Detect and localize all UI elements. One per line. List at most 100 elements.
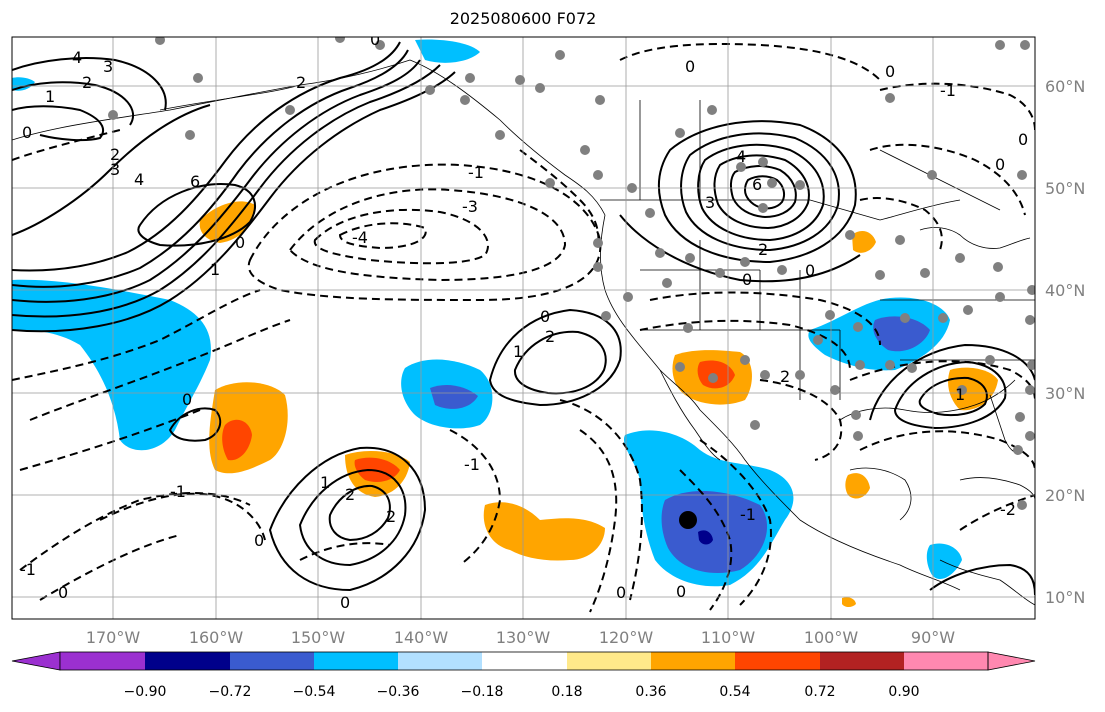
contour-neg-east-3 bbox=[759, 379, 843, 461]
lat-tick-label: 60°N bbox=[1045, 77, 1085, 96]
great-lakes bbox=[919, 227, 1031, 249]
contour-neg-center-3 bbox=[579, 429, 618, 613]
contour-label: 2 bbox=[110, 145, 120, 164]
contour-label: 2 bbox=[386, 507, 396, 526]
colorbar-swatch bbox=[145, 652, 230, 670]
contour-high-canada-3 bbox=[697, 143, 825, 242]
contour-label: 6 bbox=[752, 175, 762, 194]
contour-label: 0 bbox=[58, 583, 68, 602]
gulf-coast bbox=[839, 379, 1016, 421]
contour-small-high-west bbox=[168, 407, 222, 442]
contour-label: -1 bbox=[740, 505, 756, 524]
hudson-area bbox=[879, 149, 1001, 211]
colorbar-swatch bbox=[735, 652, 820, 670]
contour-label: 0 bbox=[182, 390, 192, 409]
colorbar-swatch bbox=[567, 652, 651, 670]
contour-label: 1 bbox=[955, 385, 965, 404]
contour-label: -2 bbox=[1000, 500, 1016, 519]
contour-label: 4 bbox=[736, 147, 746, 166]
contour-high-subtropical-2 bbox=[298, 468, 407, 567]
contour-ridge-5 bbox=[12, 41, 401, 272]
colorbar-label: −0.36 bbox=[377, 684, 420, 700]
colorbar-label: −0.18 bbox=[461, 684, 504, 700]
contour-high-canada-5 bbox=[729, 165, 797, 219]
contour-neg-ne-1 bbox=[619, 42, 881, 81]
colorbar-swatch bbox=[314, 652, 398, 670]
contour-label: 1 bbox=[210, 260, 220, 279]
darkblue-shading-central-pacific bbox=[430, 384, 478, 409]
lon-tick-label: 160°W bbox=[189, 628, 244, 647]
contour-label: -1 bbox=[20, 560, 36, 579]
colorbar-swatch bbox=[60, 652, 145, 670]
contour-high-southeast-2 bbox=[893, 360, 1007, 430]
lat-tick-label: 40°N bbox=[1045, 281, 1085, 300]
colorbar-label: 0.90 bbox=[888, 684, 919, 700]
contour-label: -4 bbox=[352, 228, 368, 247]
contour-nw-1 bbox=[12, 105, 105, 142]
contour-neg-east-1 bbox=[649, 291, 881, 346]
darkblue-shading-south-central-us bbox=[873, 316, 930, 352]
contour-neg-south-1 bbox=[19, 492, 251, 571]
contour-nw-3 bbox=[12, 57, 167, 111]
contour-label: 0 bbox=[685, 57, 695, 76]
lat-tick-label: 30°N bbox=[1045, 384, 1085, 403]
colorbar-label: −0.54 bbox=[293, 684, 336, 700]
navy-shading-mexico bbox=[698, 530, 713, 545]
colorbar-label: −0.90 bbox=[124, 684, 167, 700]
contour-label: 2 bbox=[758, 240, 768, 259]
map-title: 2025080600 F072 bbox=[449, 9, 597, 28]
contour-south-bottom bbox=[929, 563, 1035, 596]
contour-label: -3 bbox=[462, 197, 478, 216]
contour-label: 0 bbox=[254, 531, 264, 550]
central-america bbox=[939, 559, 1035, 606]
contour-label: -1 bbox=[464, 455, 480, 474]
contour-ridge-inner-1 bbox=[137, 183, 256, 247]
contour-label: 0 bbox=[540, 307, 550, 326]
contour-label: 0 bbox=[885, 62, 895, 81]
mexico-coast bbox=[699, 409, 961, 591]
contour-neg-south-2 bbox=[39, 534, 181, 601]
lat-tick-label: 20°N bbox=[1045, 486, 1085, 505]
contour-ridge-3 bbox=[12, 71, 456, 333]
positive-contours bbox=[12, 41, 1035, 596]
contour-high-canada-2 bbox=[680, 132, 840, 252]
colorbar-min-extension bbox=[11, 651, 61, 671]
contour-neg-mexico-1 bbox=[699, 439, 772, 606]
lon-tick-label: 170°W bbox=[86, 628, 141, 647]
aleutian-islands bbox=[159, 84, 301, 111]
colorbar-label: 0.72 bbox=[804, 684, 835, 700]
contour-high-subtropical-3 bbox=[328, 484, 391, 542]
contour-neg-ne-4 bbox=[859, 197, 943, 251]
lon-tick-label: 120°W bbox=[599, 628, 654, 647]
highlight-marker bbox=[679, 511, 697, 529]
contour-neg-center-1 bbox=[449, 429, 502, 566]
contour-neg-coast-1 bbox=[519, 149, 600, 246]
contour-high-canada-outer bbox=[619, 214, 861, 283]
longitude-axis: 170°W 160°W 150°W 140°W 130°W 120°W 110°… bbox=[86, 628, 955, 647]
contour-label: 2 bbox=[345, 485, 355, 504]
contour-label: 3 bbox=[103, 57, 113, 76]
contour-label: 0 bbox=[340, 593, 350, 612]
colorbar: −0.90 −0.72 −0.54 −0.36 −0.18 0.18 0.36 … bbox=[11, 651, 1036, 700]
contour-label: 0 bbox=[22, 123, 32, 142]
contour-ridge-1 bbox=[12, 59, 421, 303]
lon-tick-label: 130°W bbox=[496, 628, 551, 647]
blue-shading-gulf-alaska bbox=[415, 39, 480, 63]
lon-tick-label: 110°W bbox=[701, 628, 756, 647]
contour-neg-ne-2 bbox=[879, 82, 1035, 131]
colorbar-swatch bbox=[398, 652, 482, 670]
blue-shading-pacific-west bbox=[12, 279, 211, 451]
contour-label: 2 bbox=[296, 73, 306, 92]
contour-label: 4 bbox=[134, 170, 144, 189]
us-state-lines bbox=[640, 240, 1035, 400]
colorbar-swatch bbox=[482, 652, 567, 670]
contour-label: -1 bbox=[170, 482, 186, 501]
graticule bbox=[12, 37, 1035, 619]
contour-neg-wave-1 bbox=[12, 289, 261, 381]
shading-layer bbox=[12, 39, 998, 607]
contour-label: 0 bbox=[616, 583, 626, 602]
colorbar-label: 0.18 bbox=[551, 684, 582, 700]
canada-borders bbox=[600, 100, 961, 221]
contour-label: -1 bbox=[940, 81, 956, 100]
baja-california bbox=[659, 369, 721, 461]
